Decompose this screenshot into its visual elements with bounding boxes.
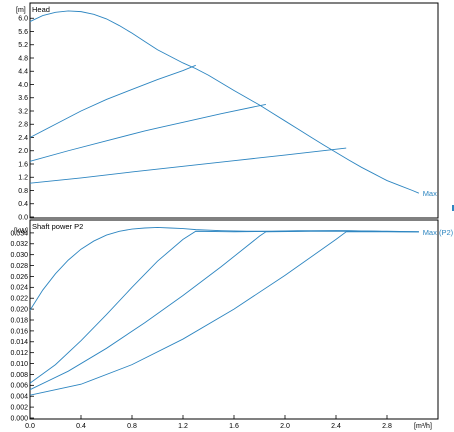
- head-curve-3: [29, 147, 347, 184]
- power-y-tick-label: 0.006: [10, 383, 28, 390]
- head-y-tick-label: 3.6: [18, 95, 28, 102]
- x-tick-label: 2.8: [382, 423, 392, 430]
- power-y-tick-label: 0.024: [10, 285, 28, 292]
- power-plot-frame: [29, 219, 439, 420]
- head-y-tick-label: 4.8: [18, 55, 28, 62]
- head-title: Head: [32, 5, 50, 14]
- head-curve-2: [29, 103, 266, 162]
- power-curve-3: [29, 231, 419, 396]
- power-y-tick-label: 0.028: [10, 263, 28, 270]
- power-y-tick-label: 0.022: [10, 296, 28, 303]
- head-y-tick-label: 6.0: [18, 16, 28, 23]
- power-y-tick-label: 0.000: [10, 415, 28, 422]
- x-tick-label: 2.4: [331, 423, 341, 430]
- head-y-tick-label: 4.4: [18, 69, 28, 76]
- power-y-tick-label: 0.018: [10, 317, 28, 324]
- power-y-tick-label: 0.026: [10, 274, 28, 281]
- head-max-label: Max: [423, 189, 437, 198]
- head-y-tick-label: 0.8: [18, 188, 28, 195]
- head-y-tick-label: 2.4: [18, 135, 28, 142]
- head-y-tick-label: 2.0: [18, 148, 28, 155]
- power-y-tick-label: 0.004: [10, 394, 28, 401]
- power-y-tick-label: 0.012: [10, 350, 28, 357]
- head-y-tick-label: 1.2: [18, 175, 28, 182]
- head-y-tick-label: 1.6: [18, 161, 28, 168]
- head-y-tick-label: 0.4: [18, 201, 28, 208]
- x-tick-label: 0.0: [25, 423, 35, 430]
- power-panel: Shaft power P2 [kW] 0.000 0.002 0.004 0.006…: [10, 219, 454, 430]
- power-y-tick-label: 0.010: [10, 361, 28, 368]
- power-y-ticks: 0.000 0.002 0.004 0.006 0.008 0.010 0.012 0.014…: [10, 230, 34, 422]
- head-y-tick-label: 5.2: [18, 42, 28, 49]
- head-y-tick-label: 4.0: [18, 82, 28, 89]
- head-y-tick-label: 3.2: [18, 108, 28, 115]
- x-tick-label: 0.4: [76, 423, 86, 430]
- power-curve-0: [29, 226, 419, 311]
- head-curve-0: [29, 10, 420, 194]
- power-y-tick-label: 0.014: [10, 339, 28, 346]
- head-y-unit: [m]: [16, 7, 26, 14]
- x-axis-unit: [m³/h]: [414, 423, 432, 430]
- right-edge-marker: [452, 205, 454, 211]
- x-tick-label: 1.6: [229, 423, 239, 430]
- power-y-tick-label: 0.002: [10, 405, 28, 412]
- power-y-tick-label: 0.016: [10, 328, 28, 335]
- power-y-tick-label: 0.008: [10, 372, 28, 379]
- power-title: Shaft power P2: [32, 222, 83, 231]
- power-x-ticks: 0.0 0.4 0.8 1.2 1.6 2.0 2.4 2.8: [25, 415, 392, 430]
- head-y-tick-label: 2.8: [18, 122, 28, 129]
- head-y-ticks: 0.0 0.4 0.8 1.2 1.6 2.0 2.4 2.8 3.2 3.6 4.0 4.4 4.8 5…: [18, 16, 34, 221]
- power-curve-1: [29, 230, 419, 384]
- x-tick-label: 0.8: [127, 423, 137, 430]
- head-plot-frame: [29, 2, 439, 219]
- head-y-tick-label: 5.6: [18, 29, 28, 36]
- power-y-tick-label: 0.020: [10, 307, 28, 314]
- head-y-tick-label: 0.0: [18, 214, 28, 221]
- power-y-tick-label: 0.032: [10, 241, 28, 248]
- x-tick-label: 1.2: [178, 423, 188, 430]
- power-y-tick-label: 0.034: [10, 230, 28, 237]
- power-max-label: Max (P2): [423, 228, 454, 237]
- power-y-unit: [kW]: [14, 228, 28, 235]
- head-curves: [29, 10, 420, 194]
- head-curve-1: [29, 64, 196, 138]
- head-panel: Head [m] 0.0 0.4 0.8 1.2 1.6 2.0 2.4 2.8 3.2 3.6 4…: [16, 2, 439, 221]
- power-curve-2: [29, 230, 419, 391]
- power-y-tick-label: 0.030: [10, 252, 28, 259]
- power-curves: [29, 226, 419, 396]
- x-tick-label: 2.0: [280, 423, 290, 430]
